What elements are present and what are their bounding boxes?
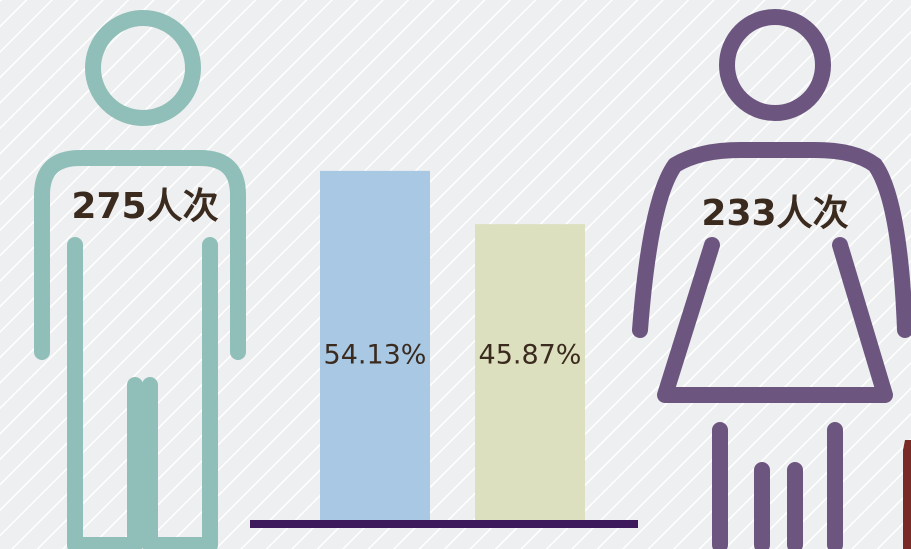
woman-icon [632, 9, 911, 549]
bar [475, 224, 585, 521]
annotation: 275人次 [71, 186, 218, 227]
bar [320, 170, 430, 520]
corner-shape [903, 440, 911, 549]
man-icon [34, 10, 246, 549]
annotation: 233人次 [701, 193, 848, 234]
value-label: 45.87% [479, 340, 582, 371]
value-label: 54.13% [324, 340, 427, 371]
